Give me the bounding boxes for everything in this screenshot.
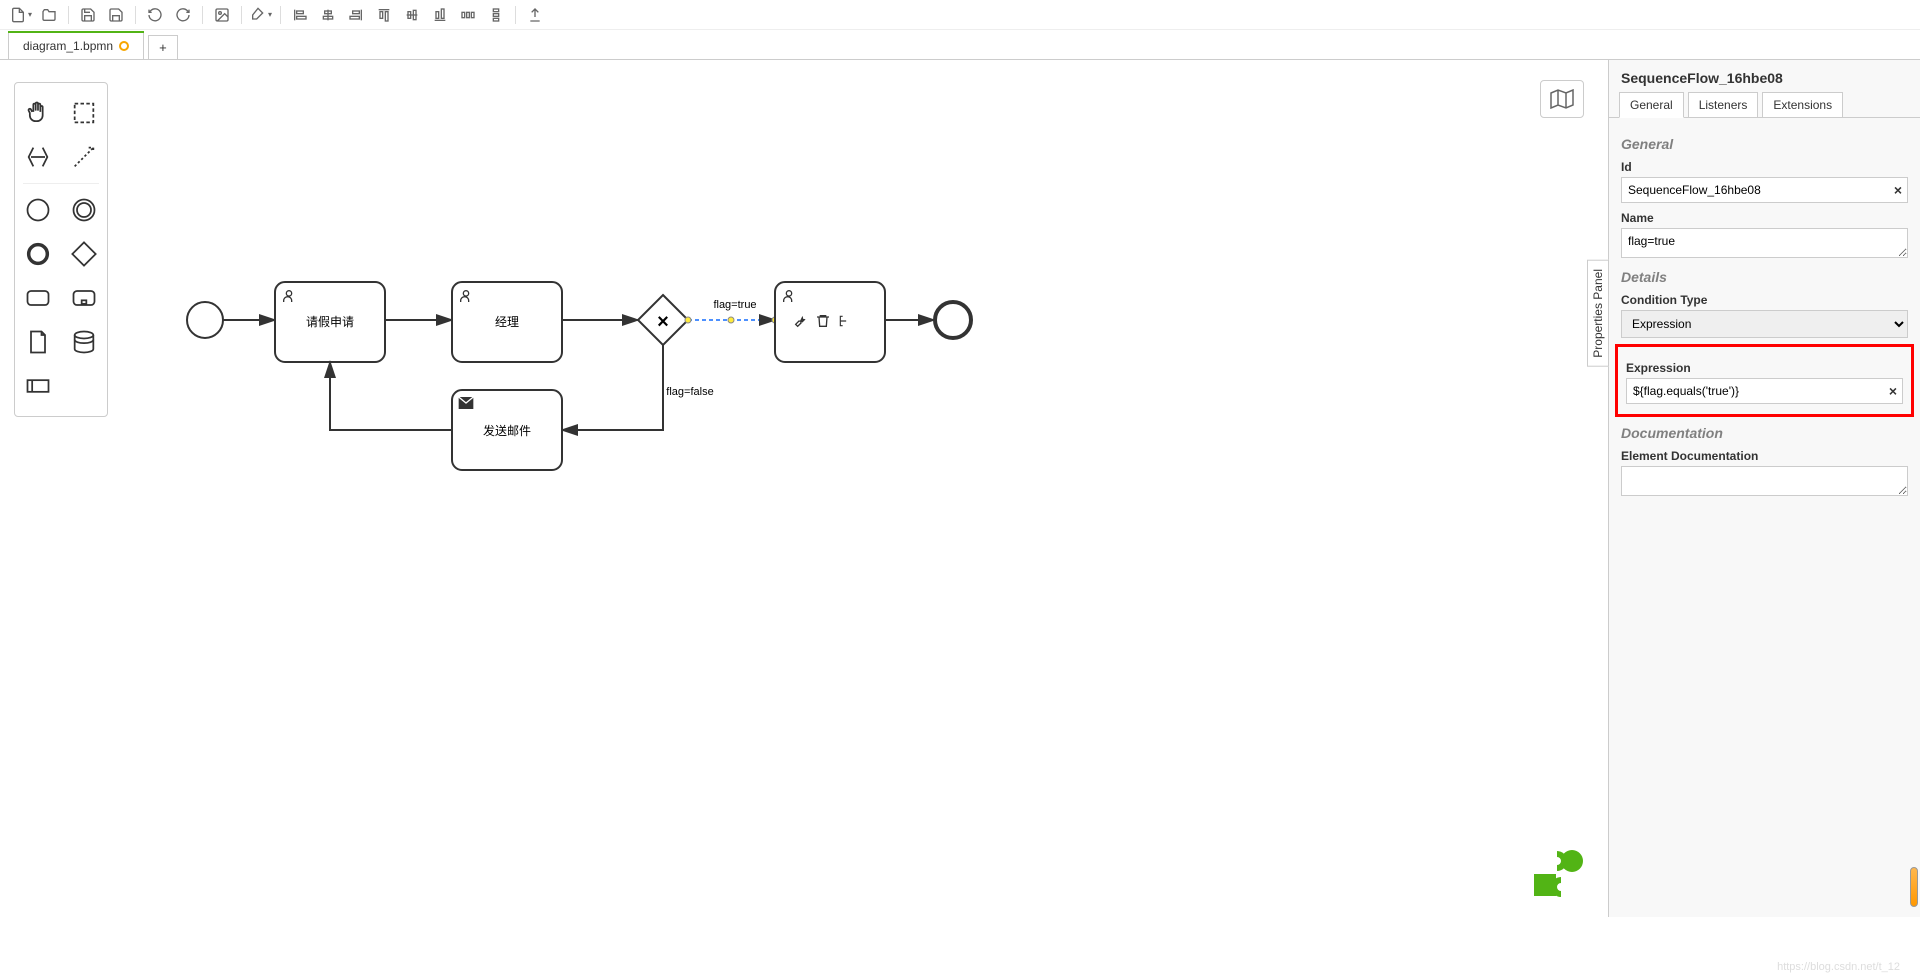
- annotation-icon[interactable]: [836, 312, 854, 330]
- clear-icon[interactable]: ×: [1894, 182, 1902, 198]
- wrench-icon[interactable]: [792, 312, 810, 330]
- task-label: 发送邮件: [483, 423, 531, 438]
- trash-icon[interactable]: [814, 312, 832, 330]
- context-pad: [792, 312, 854, 330]
- align-middle-button[interactable]: [399, 2, 425, 28]
- file-tabbar: diagram_1.bpmn +: [0, 30, 1920, 60]
- general-tab[interactable]: General: [1619, 92, 1684, 118]
- file-tab[interactable]: diagram_1.bpmn: [8, 32, 144, 59]
- bpmn-diagram[interactable]: 请假申请 经理 × flag=true: [0, 60, 1608, 917]
- add-tab-button[interactable]: +: [148, 35, 178, 59]
- task-label: 经理: [495, 315, 519, 329]
- sequence-flow[interactable]: [562, 345, 663, 430]
- properties-body: General Id × Name Details Condition Type…: [1609, 117, 1920, 917]
- file-tab-label: diagram_1.bpmn: [23, 39, 113, 53]
- undo-button[interactable]: [142, 2, 168, 28]
- color-button[interactable]: ▾: [248, 2, 274, 28]
- align-left-button[interactable]: [287, 2, 313, 28]
- envelope-icon: [459, 397, 474, 409]
- flow-label: flag=true: [713, 299, 756, 311]
- section-heading: Details: [1621, 269, 1908, 285]
- sequence-flow[interactable]: [330, 362, 452, 430]
- task-label: 请假申请: [306, 315, 354, 329]
- gateway-x-icon: ×: [657, 311, 669, 333]
- clear-icon[interactable]: ×: [1889, 383, 1897, 399]
- dirty-indicator-icon: [119, 41, 129, 51]
- listeners-tab[interactable]: Listeners: [1688, 92, 1759, 118]
- condition-type-label: Condition Type: [1621, 293, 1908, 307]
- new-file-button[interactable]: ▾: [8, 2, 34, 28]
- waypoint-handle[interactable]: [728, 317, 734, 323]
- name-input[interactable]: [1621, 228, 1908, 258]
- properties-panel-handle[interactable]: Properties Panel: [1587, 260, 1609, 367]
- extensions-tab[interactable]: Extensions: [1762, 92, 1843, 118]
- export-image-button[interactable]: [209, 2, 235, 28]
- highlighted-region: Expression ×: [1615, 344, 1914, 417]
- section-heading: General: [1621, 136, 1908, 152]
- expression-label: Expression: [1626, 361, 1903, 375]
- main-area: 请假申请 经理 × flag=true: [0, 60, 1920, 917]
- id-label: Id: [1621, 160, 1908, 174]
- open-file-button[interactable]: [36, 2, 62, 28]
- distribute-v-button[interactable]: [483, 2, 509, 28]
- align-center-button[interactable]: [315, 2, 341, 28]
- align-bottom-button[interactable]: [427, 2, 453, 28]
- end-event[interactable]: [935, 302, 971, 338]
- properties-title: SequenceFlow_16hbe08: [1609, 60, 1920, 92]
- expression-input[interactable]: [1626, 378, 1903, 404]
- documentation-label: Element Documentation: [1621, 449, 1908, 463]
- minimap-toggle[interactable]: [1540, 80, 1584, 118]
- documentation-input[interactable]: [1621, 466, 1908, 496]
- flow-label: flag=false: [666, 386, 713, 398]
- align-top-button[interactable]: [371, 2, 397, 28]
- watermark-text: https://blog.csdn.net/t_12: [1777, 961, 1900, 973]
- main-toolbar: ▾ ▾: [0, 0, 1920, 30]
- canvas[interactable]: 请假申请 经理 × flag=true: [0, 60, 1608, 917]
- properties-tabs: General Listeners Extensions: [1609, 92, 1920, 118]
- save-button[interactable]: [75, 2, 101, 28]
- deploy-button[interactable]: [522, 2, 548, 28]
- id-input[interactable]: [1621, 177, 1908, 203]
- section-heading: Documentation: [1621, 425, 1908, 441]
- align-right-button[interactable]: [343, 2, 369, 28]
- bpmn-logo-icon: [1534, 849, 1584, 899]
- waypoint-handle[interactable]: [685, 317, 691, 323]
- scrollbar-thumb[interactable]: [1910, 867, 1918, 907]
- distribute-h-button[interactable]: [455, 2, 481, 28]
- properties-panel: Properties Panel SequenceFlow_16hbe08 Ge…: [1608, 60, 1920, 917]
- redo-button[interactable]: [170, 2, 196, 28]
- condition-type-select[interactable]: Expression: [1621, 310, 1908, 338]
- start-event[interactable]: [187, 302, 223, 338]
- name-label: Name: [1621, 211, 1908, 225]
- save-as-button[interactable]: [103, 2, 129, 28]
